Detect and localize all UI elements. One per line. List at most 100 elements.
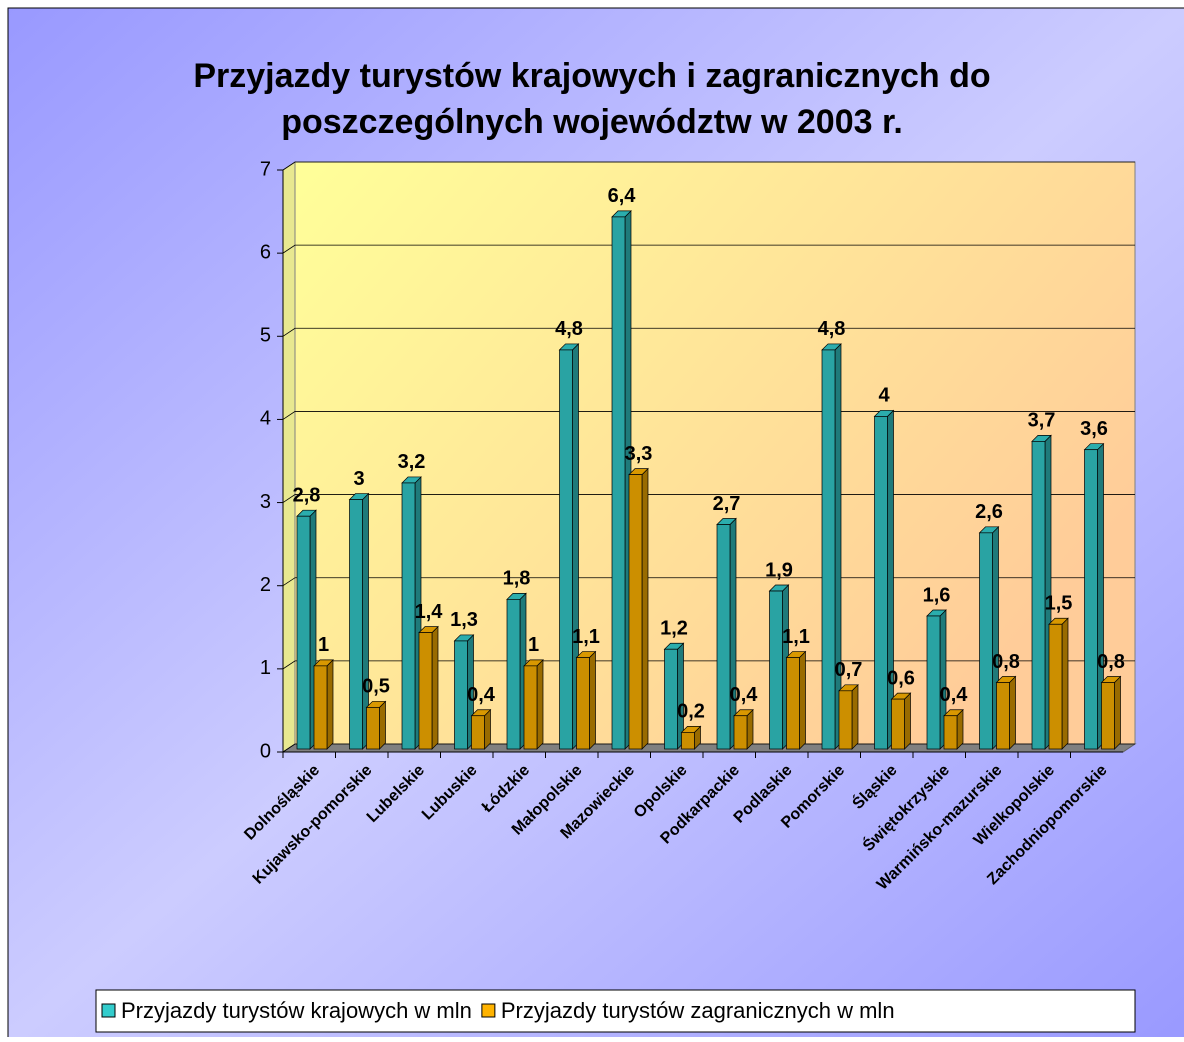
bar: [769, 590, 783, 750]
legend-swatch: [481, 1003, 496, 1018]
legend: [95, 989, 1136, 1033]
bar: [366, 707, 380, 750]
bar: [1101, 682, 1115, 750]
bar-side: [956, 708, 964, 750]
value-label: 6,4: [608, 185, 637, 207]
bar: [401, 482, 416, 750]
value-label: 3,3: [625, 443, 653, 465]
bar-side: [641, 467, 649, 750]
grid-line: [282, 411, 1135, 420]
bar: [664, 648, 678, 750]
value-label: 2,7: [713, 493, 741, 515]
bar: [349, 499, 363, 750]
bar-side: [1114, 675, 1121, 750]
value-label: 4: [878, 385, 890, 407]
bar: [611, 216, 626, 750]
value-label: 0,8: [992, 651, 1020, 673]
bar: [454, 640, 468, 750]
value-label: 3: [353, 468, 364, 490]
bar: [821, 349, 836, 750]
value-label: 2,6: [975, 501, 1003, 523]
bar: [926, 615, 941, 750]
bar: [471, 715, 485, 750]
grid-line: [282, 244, 1135, 254]
value-label: 3,7: [1028, 410, 1056, 432]
bar: [506, 598, 521, 750]
y-tick-label: 4: [260, 408, 271, 430]
value-label: 1,3: [450, 609, 478, 631]
bar: [523, 665, 538, 750]
bar: [1084, 449, 1098, 750]
value-label: 0,6: [887, 667, 915, 689]
bar: [996, 682, 1010, 750]
y-tick-label: 7: [260, 158, 271, 180]
value-label: 0,4: [730, 684, 759, 706]
bar: [1048, 623, 1063, 750]
bar: [733, 715, 748, 750]
bar-side: [851, 683, 859, 750]
bar-side: [1061, 617, 1069, 750]
y-tick-label: 3: [260, 491, 271, 513]
bar: [559, 349, 573, 750]
legend-swatch: [101, 1003, 116, 1018]
bar: [576, 657, 590, 750]
y-tick-label: 5: [260, 325, 271, 347]
bar: [979, 532, 993, 750]
grid-line: [282, 660, 1135, 670]
legend-label: Przyjazdy turystów zagranicznych w mln: [501, 998, 895, 1023]
value-label: 0,8: [1097, 651, 1125, 673]
value-label: 3,6: [1080, 418, 1108, 440]
value-label: 3,2: [398, 451, 426, 473]
grid-line: [282, 327, 1135, 337]
value-label: 4,8: [555, 318, 583, 340]
y-tick-label: 0: [260, 740, 271, 762]
bar: [786, 657, 800, 750]
value-label: 1,9: [765, 559, 793, 581]
value-label: 1,2: [660, 618, 688, 640]
bar-side: [379, 700, 386, 750]
value-label: 0,7: [835, 659, 863, 681]
bar: [313, 665, 328, 750]
y-tick-label: 2: [260, 574, 271, 596]
bar: [943, 715, 958, 750]
side-wall: [282, 161, 296, 753]
value-label: 1,6: [923, 584, 951, 606]
bar: [628, 474, 643, 750]
y-tick-label: 1: [260, 657, 271, 679]
bar: [296, 515, 311, 750]
value-label: 0,5: [362, 676, 390, 698]
value-label: 1,1: [782, 626, 810, 648]
bar-side: [431, 625, 439, 750]
grid-line: [282, 161, 1135, 171]
value-label: 0,2: [677, 701, 705, 723]
chart-title: Przyjazdy turystów krajowych i zagranicz…: [193, 57, 990, 95]
bar-side: [536, 659, 544, 750]
bar: [838, 690, 853, 750]
bar: [418, 632, 433, 750]
value-label: 2,8: [293, 484, 321, 506]
bar: [681, 732, 695, 750]
bar: [1031, 441, 1046, 750]
bar-side: [589, 650, 596, 750]
bar: [716, 524, 731, 750]
bar: [891, 698, 905, 750]
grid-line: [282, 577, 1135, 587]
bar-side: [799, 650, 806, 750]
bar-side: [746, 708, 754, 750]
legend-label: Przyjazdy turystów krajowych w mln: [121, 998, 472, 1023]
bar-side: [326, 659, 334, 750]
value-label: 0,4: [467, 684, 496, 706]
bar: [874, 416, 888, 750]
chart-title: poszczególnych województw w 2003 r.: [281, 103, 903, 141]
value-label: 4,8: [818, 318, 846, 340]
bar-side: [834, 343, 842, 750]
value-label: 1,8: [503, 568, 531, 590]
bar-side: [904, 692, 911, 750]
value-label: 0,4: [940, 684, 969, 706]
y-tick-label: 6: [260, 241, 271, 263]
bar-side: [484, 708, 491, 750]
value-label: 1,1: [572, 626, 600, 648]
bar-side: [1009, 675, 1016, 750]
value-label: 1: [528, 634, 539, 656]
